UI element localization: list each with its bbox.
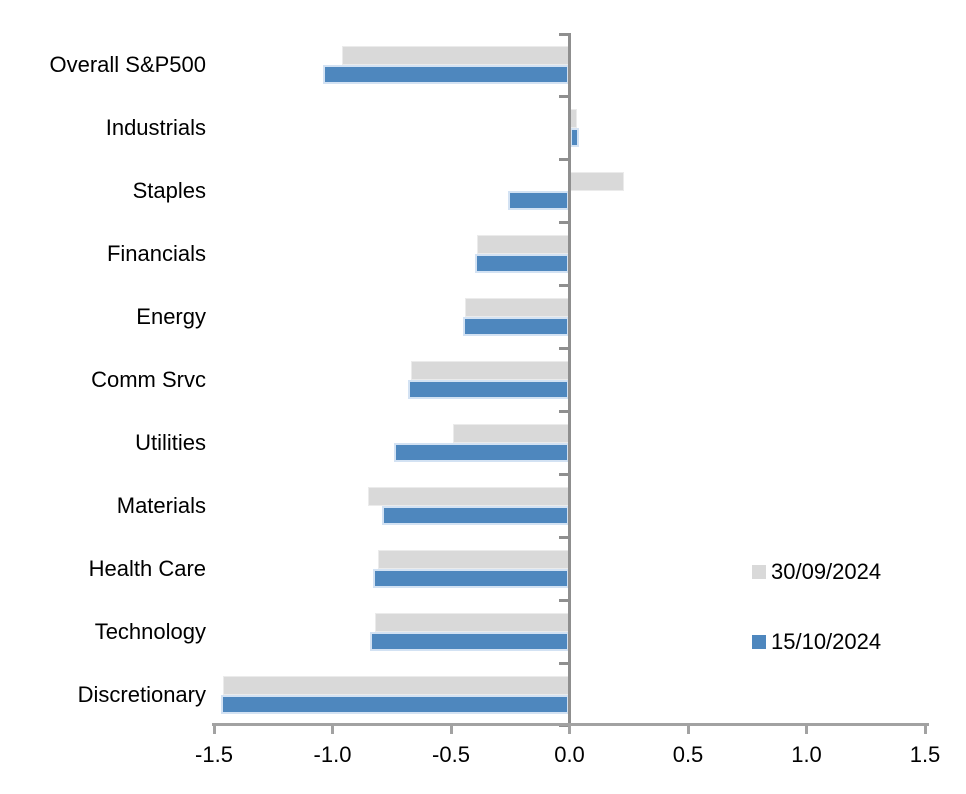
- y-axis-tick: [559, 410, 568, 414]
- x-tick-label-0.5: 0.5: [672, 742, 704, 767]
- bar-15-10-2024-technology: [370, 632, 570, 652]
- bar-15-10-2024-overall-s-p500: [323, 64, 570, 84]
- category-label-financials: Financials: [106, 240, 206, 266]
- y-axis-tick: [559, 536, 568, 540]
- category-label-energy: Energy: [136, 303, 206, 329]
- x-tick-label-0.0: 0.0: [554, 742, 585, 767]
- bar-30-09-2024-technology: [375, 613, 570, 633]
- y-axis-tick: [559, 33, 568, 36]
- category-label-health-care: Health Care: [88, 556, 206, 582]
- bar-30-09-2024-staples: [569, 171, 624, 191]
- y-axis-tick: [559, 220, 568, 224]
- x-axis-tick: [568, 723, 571, 734]
- bar-30-09-2024-health-care: [377, 550, 570, 570]
- bar-30-09-2024-discretionary: [223, 676, 570, 696]
- y-axis-tick: [559, 94, 568, 98]
- y-axis-tick: [559, 346, 568, 350]
- category-label-industrials: Industrials: [105, 114, 206, 140]
- x-axis-tick: [805, 723, 808, 734]
- bar-30-09-2024-comm-srvc: [410, 361, 570, 380]
- category-label-utilities: Utilities: [135, 430, 206, 456]
- legend-swatch-icon: [752, 635, 766, 649]
- legend-swatch-icon: [752, 565, 766, 579]
- bar-30-09-2024-materials: [368, 487, 570, 507]
- bar-15-10-2024-energy: [462, 316, 570, 336]
- category-label-technology: Technology: [94, 619, 206, 645]
- category-label-comm-srvc: Comm Srvc: [91, 366, 206, 392]
- x-axis-tick: [212, 723, 216, 734]
- bar-15-10-2024-discretionary: [221, 695, 570, 715]
- x-axis-tick: [686, 723, 690, 734]
- plot-area: [212, 33, 929, 734]
- bar-15-10-2024-utilities: [394, 443, 570, 463]
- legend-label: 30/09/2024: [771, 559, 882, 584]
- y-axis-tick: [559, 283, 568, 287]
- y-axis-tick: [559, 473, 568, 477]
- x-tick-label--1.5: -1.5: [195, 742, 233, 767]
- bar-15-10-2024-health-care: [372, 569, 570, 589]
- bar-15-10-2024-materials: [382, 506, 570, 526]
- legend-item-30-09-2024: 30/09/2024: [752, 558, 881, 586]
- x-axis-tick: [449, 723, 453, 734]
- x-axis-tick: [923, 723, 927, 734]
- category-label-discretionary: Discretionary: [77, 682, 206, 708]
- bar-15-10-2024-financials: [474, 253, 570, 273]
- bar-15-10-2024-staples: [507, 190, 570, 210]
- category-label-materials: Materials: [116, 493, 206, 519]
- category-label-staples: Staples: [132, 177, 206, 203]
- y-axis-tick: [559, 662, 568, 666]
- legend-item-15-10-2024: 15/10/2024: [752, 628, 881, 656]
- y-axis-tick: [559, 157, 568, 161]
- x-tick-label-1.5: 1.5: [909, 742, 941, 767]
- bar-30-09-2024-utilities: [453, 424, 570, 444]
- bar-30-09-2024-energy: [465, 297, 570, 317]
- y-axis-line: [568, 33, 571, 727]
- category-label-overall-s-p500: Overall S&P500: [49, 51, 206, 77]
- bar-15-10-2024-comm-srvc: [408, 380, 570, 399]
- x-tick-label--0.5: -0.5: [432, 742, 470, 767]
- bar-30-09-2024-financials: [477, 234, 570, 254]
- legend-label: 15/10/2024: [771, 629, 882, 654]
- x-axis-tick: [331, 723, 334, 734]
- x-tick-label-1.0: 1.0: [791, 742, 822, 767]
- bar-30-09-2024-overall-s-p500: [341, 45, 570, 65]
- y-axis-tick: [559, 599, 568, 603]
- x-tick-label--1.0: -1.0: [313, 742, 352, 767]
